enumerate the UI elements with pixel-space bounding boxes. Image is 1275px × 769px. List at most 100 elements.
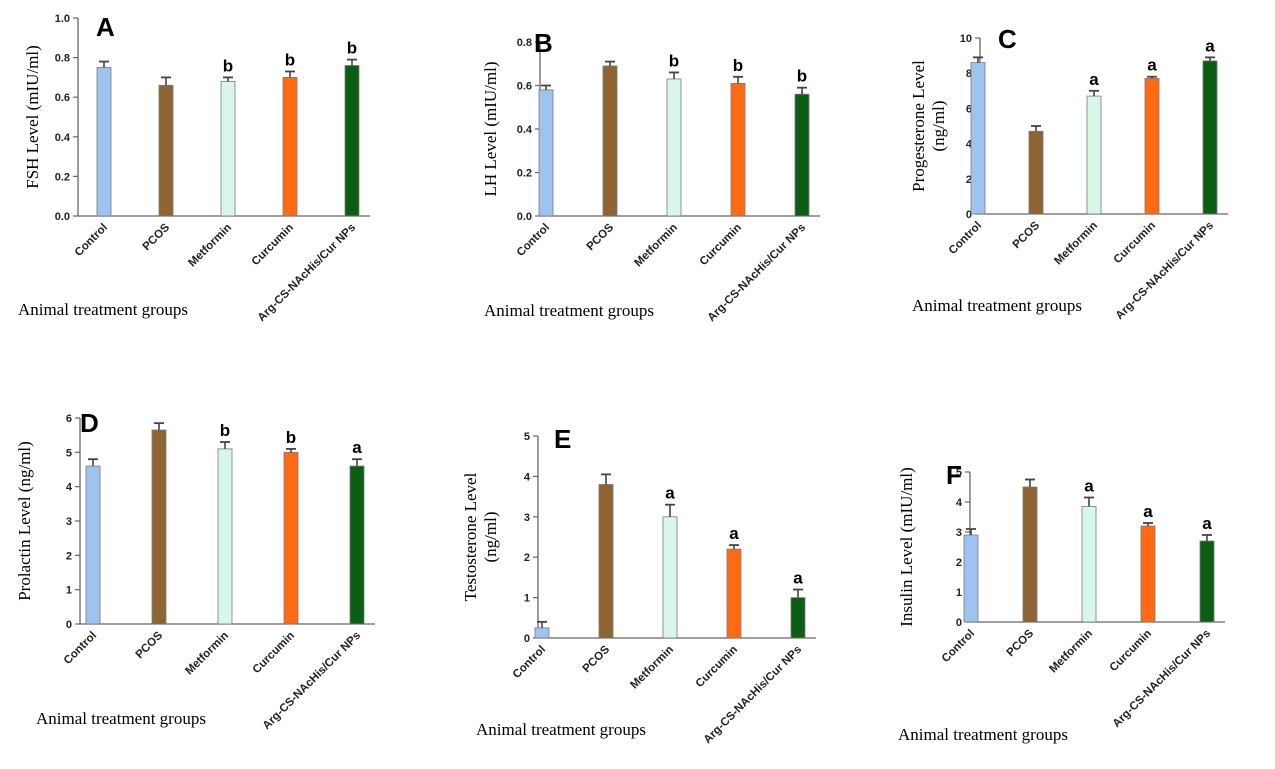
category-label-pcos: PCOS <box>1005 627 1037 659</box>
category-label-nanoparticles: Arg-CS-NAcHis/Cur NPs <box>1114 220 1216 322</box>
panel-letter: E <box>554 424 571 454</box>
y-tick-label: 2 <box>524 552 530 564</box>
bar-control <box>96 67 112 217</box>
bar-curcumin <box>1144 78 1160 215</box>
significance-label: a <box>1143 502 1153 521</box>
category-label-metformin: Metformin <box>628 644 676 692</box>
category-label-pcos: PCOS <box>1011 219 1043 251</box>
y-tick-label: 2 <box>956 557 962 569</box>
significance-label: a <box>729 524 739 543</box>
significance-label: a <box>1089 70 1099 89</box>
category-label-control: Control <box>515 222 552 259</box>
x-axis-title: Animal treatment groups <box>36 709 206 728</box>
category-label-control: Control <box>62 630 99 667</box>
category-label-control: Control <box>511 644 548 681</box>
bar-pcos <box>598 484 614 639</box>
bar-curcumin <box>282 77 298 217</box>
significance-label: a <box>1202 514 1212 533</box>
category-label-metformin: Metformin <box>183 630 231 678</box>
category-label-control: Control <box>73 222 110 259</box>
panel-e-testosterone: 0 1 2 3 4 5 Control PCOS a Metformin a Curcumin a Arg… <box>420 380 850 769</box>
y-tick-label: 2 <box>66 550 72 562</box>
category-label-curcumin: Curcumin <box>694 644 740 690</box>
y-tick-label: 0.2 <box>55 171 70 183</box>
y-tick-label: 1 <box>956 587 962 599</box>
y-tick-label: 3 <box>956 527 962 539</box>
significance-label: a <box>665 484 675 503</box>
significance-label: b <box>220 421 230 440</box>
category-label-control: Control <box>940 628 977 665</box>
x-axis-title: Animal treatment groups <box>18 300 188 319</box>
panel-letter: C <box>998 24 1017 54</box>
y-tick-label: 4 <box>524 471 531 483</box>
y-tick-label: 0.2 <box>517 168 532 180</box>
bar-curcumin <box>1140 525 1156 623</box>
chart-svg: 0.0 0.2 0.4 0.6 0.8 1.0 Control PCOS b Metformin b… <box>18 12 370 324</box>
bar-curcumin <box>730 82 746 217</box>
panel-letter: D <box>80 408 99 438</box>
bar-metformin <box>666 78 682 217</box>
bar-metformin <box>1086 95 1102 215</box>
y-tick-label: 0.6 <box>55 92 70 104</box>
y-axis-title-units: (ng/ml) <box>929 101 948 152</box>
significance-label: a <box>1147 56 1157 75</box>
bar-pcos <box>1028 130 1044 215</box>
category-label-curcumin: Curcumin <box>698 222 744 268</box>
category-label-control: Control <box>947 220 984 257</box>
y-tick-label: 0.0 <box>55 211 70 223</box>
bar-metformin <box>217 448 233 625</box>
bar-curcumin <box>726 548 742 639</box>
x-axis-title: Animal treatment groups <box>898 725 1068 744</box>
panel-d-prolactin: 0 1 2 3 4 5 6 Control PCOS b Metformin b Curcumin a Ar… <box>0 380 420 769</box>
y-tick-label: 0.8 <box>517 37 532 49</box>
significance-label: b <box>733 56 743 75</box>
bar-nanoparticles <box>344 65 360 217</box>
category-label-curcumin: Curcumin <box>1108 628 1154 674</box>
bar-control <box>963 534 979 623</box>
significance-label: b <box>669 51 679 70</box>
category-label-metformin: Metformin <box>1047 628 1095 676</box>
y-tick-label: 6 <box>966 103 972 115</box>
y-axis-title: Testosterone Level <box>461 472 480 601</box>
bar-pcos <box>151 429 167 625</box>
bar-pcos <box>1022 486 1038 623</box>
y-axis-title: LH Level (mIU/ml) <box>481 61 500 196</box>
y-tick-label: 1 <box>524 593 530 605</box>
category-label-metformin: Metformin <box>1052 220 1100 268</box>
significance-label: b <box>347 39 357 58</box>
y-tick-label: 0 <box>956 617 962 629</box>
significance-label: a <box>352 438 362 457</box>
x-axis-title: Animal treatment groups <box>476 720 646 739</box>
y-tick-label: 4 <box>956 497 963 509</box>
bar-nanoparticles <box>794 93 810 217</box>
y-tick-label: 5 <box>66 447 72 459</box>
y-tick-label: 0.8 <box>55 53 70 65</box>
category-label-pcos: PCOS <box>141 221 173 253</box>
y-axis-title: Progesterone Level <box>909 60 928 192</box>
bar-nanoparticles <box>790 597 806 639</box>
panel-letter: A <box>96 12 115 42</box>
x-axis-title: Animal treatment groups <box>912 296 1082 315</box>
y-tick-label: 0.6 <box>517 81 532 93</box>
category-label-curcumin: Curcumin <box>251 630 297 676</box>
y-tick-label: 0.0 <box>517 211 532 223</box>
y-tick-label: 0 <box>524 633 530 645</box>
category-label-metformin: Metformin <box>632 222 680 270</box>
y-tick-label: 1.0 <box>55 13 70 25</box>
significance-label: a <box>1205 36 1215 55</box>
significance-label: b <box>285 50 295 69</box>
bar-control <box>85 465 101 625</box>
y-tick-label: 0 <box>66 619 72 631</box>
y-tick-label: 4 <box>66 482 73 494</box>
significance-label: b <box>223 56 233 75</box>
y-axis-title-units: (ng/ml) <box>481 512 500 563</box>
y-tick-label: 1 <box>66 585 72 597</box>
bar-curcumin <box>283 451 299 625</box>
y-tick-label: 6 <box>66 413 72 425</box>
y-tick-label: 2 <box>966 174 972 186</box>
bar-metformin <box>220 80 236 217</box>
